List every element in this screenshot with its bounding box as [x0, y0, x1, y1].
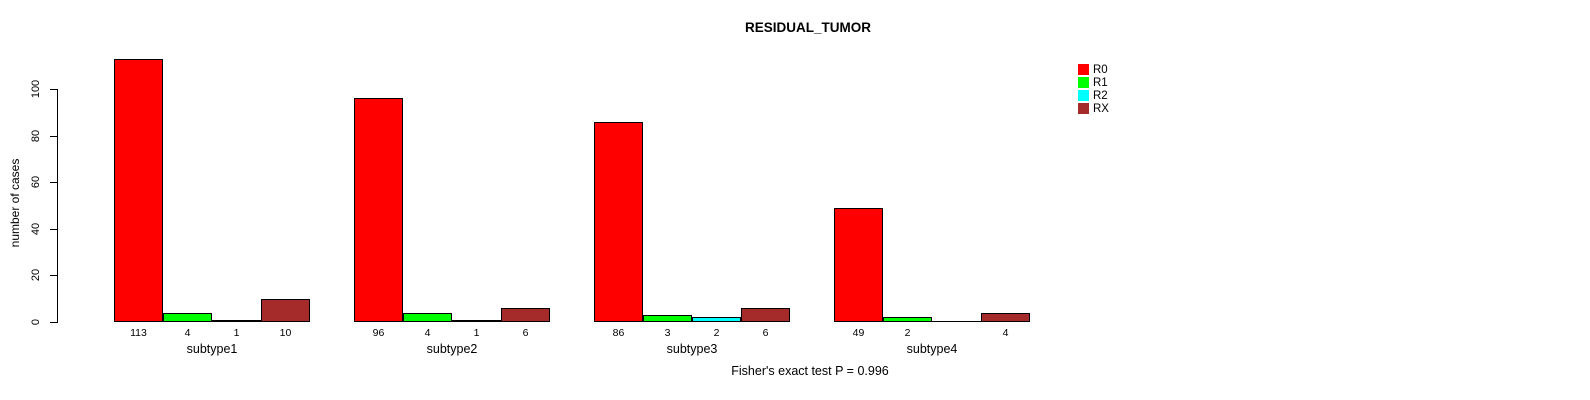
y-tick — [50, 136, 57, 137]
legend-label: R2 — [1093, 89, 1108, 102]
legend-label: R1 — [1093, 76, 1108, 89]
x-category-label: subtype1 — [186, 342, 238, 356]
y-tick-label: 20 — [30, 268, 42, 282]
bar-value-label: 49 — [852, 327, 865, 339]
y-tick-label: 60 — [30, 175, 42, 189]
bar-value-label: 4 — [184, 327, 191, 339]
legend-label: RX — [1093, 102, 1109, 115]
bar-subtype3-RX — [741, 308, 790, 322]
bar-subtype4-R0 — [834, 208, 883, 322]
y-tick-label: 0 — [30, 318, 42, 326]
bar-subtype1-R2 — [212, 320, 261, 322]
bar-value-label: 1 — [473, 327, 480, 339]
bar-subtype2-R0 — [354, 98, 403, 322]
legend-item-RX: RX — [1078, 102, 1109, 115]
bar-subtype2-R2 — [452, 320, 501, 322]
bar-subtype3-R0 — [594, 122, 643, 322]
bar-value-label: 2 — [713, 327, 720, 339]
bar-subtype1-R1 — [163, 313, 212, 322]
legend: R0 R1 R2 RX — [1078, 63, 1109, 115]
legend-item-R2: R2 — [1078, 89, 1109, 102]
y-tick-label: 100 — [30, 79, 42, 99]
y-tick-label: 80 — [30, 129, 42, 143]
y-axis-line — [57, 89, 58, 323]
bar-value-label: 2 — [904, 327, 911, 339]
legend-label: R0 — [1093, 63, 1108, 76]
legend-item-R0: R0 — [1078, 63, 1109, 76]
y-tick — [50, 89, 57, 90]
bar-value-label: 86 — [612, 327, 625, 339]
bar-value-label: 96 — [372, 327, 385, 339]
y-tick — [50, 322, 57, 323]
bar-subtype2-RX — [501, 308, 550, 322]
bar-subtype3-R1 — [643, 315, 692, 322]
bar-value-label: 10 — [279, 327, 292, 339]
y-tick — [50, 229, 57, 230]
bar-subtype4-RX — [981, 313, 1030, 322]
legend-swatch-icon — [1078, 90, 1089, 101]
bar-value-label: 6 — [762, 327, 769, 339]
bar-subtype4-R2-zero — [932, 321, 981, 322]
bar-value-label: 113 — [130, 327, 147, 339]
legend-swatch-icon — [1078, 64, 1089, 75]
x-category-label: subtype3 — [666, 342, 718, 356]
x-category-label: subtype2 — [426, 342, 478, 356]
y-axis-label: number of cases — [8, 158, 22, 248]
bar-value-label: 1 — [233, 327, 240, 339]
bar-subtype3-R2 — [692, 317, 741, 322]
fisher-test-annotation: Fisher's exact test P = 0.996 — [731, 364, 889, 378]
bar-subtype1-RX — [261, 299, 310, 322]
bar-subtype1-R0 — [114, 59, 163, 322]
bar-value-label: 3 — [664, 327, 671, 339]
legend-item-R1: R1 — [1078, 76, 1109, 89]
y-tick — [50, 182, 57, 183]
bar-value-label: 6 — [522, 327, 529, 339]
bar-value-label: 4 — [424, 327, 431, 339]
bar-value-label: 4 — [1002, 327, 1009, 339]
bar-subtype2-R1 — [403, 313, 452, 322]
legend-swatch-icon — [1078, 77, 1089, 88]
bar-subtype4-R1 — [883, 317, 932, 322]
y-tick-label: 40 — [30, 222, 42, 236]
x-category-label: subtype4 — [906, 342, 958, 356]
chart-title: RESIDUAL_TUMOR — [744, 20, 872, 35]
legend-swatch-icon — [1078, 103, 1089, 114]
y-tick — [50, 275, 57, 276]
